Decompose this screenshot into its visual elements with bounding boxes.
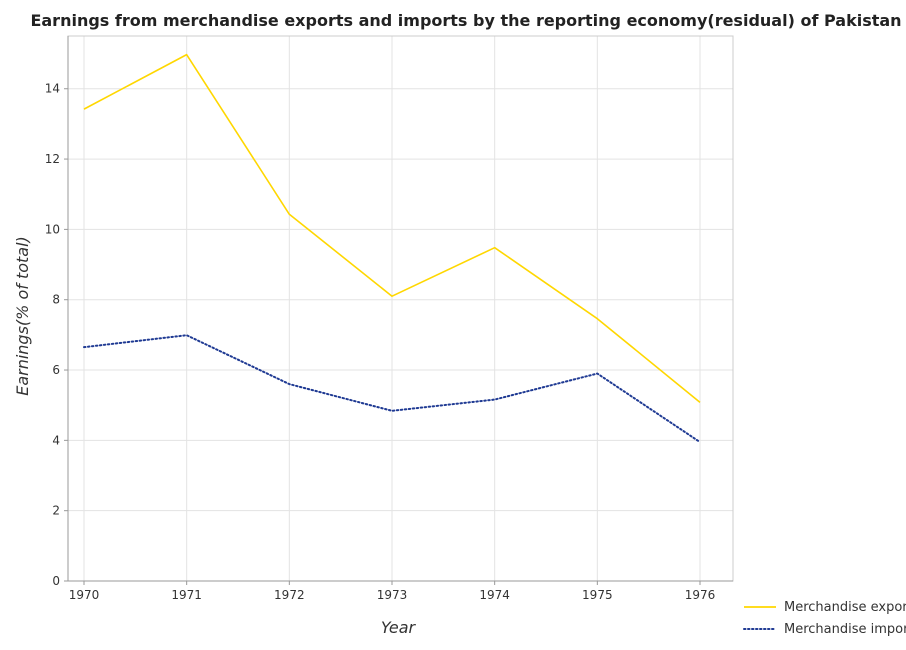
y-tick-label: 4	[52, 433, 60, 447]
x-axis: 1970 1971 1972 1973 1974 1975 1976	[68, 580, 733, 602]
y-tick-label: 6	[52, 363, 60, 377]
legend-label: Merchandise exports	[784, 600, 906, 615]
y-axis: 0 2 4 6 8 10 12 14	[45, 36, 69, 588]
x-axis-label: Year	[381, 618, 417, 637]
grid	[68, 36, 733, 582]
x-tick-label: 1973	[377, 588, 408, 602]
x-tick-label: 1972	[274, 588, 305, 602]
y-tick-label: 14	[45, 82, 60, 96]
chart-title: Earnings from merchandise exports and im…	[30, 11, 901, 30]
legend-label: Merchandise imports	[784, 622, 906, 637]
series-group	[83, 53, 701, 444]
x-tick-label: 1976	[685, 588, 716, 602]
x-tick-label: 1974	[479, 588, 510, 602]
legend: Merchandise exports Merchandise imports	[743, 600, 906, 637]
y-tick-label: 0	[52, 574, 60, 588]
plot-area	[67, 35, 734, 582]
x-tick-label: 1975	[582, 588, 613, 602]
y-tick-label: 8	[52, 293, 60, 307]
y-tick-label: 12	[45, 152, 60, 166]
x-tick-label: 1971	[171, 588, 202, 602]
y-tick-label: 10	[45, 222, 60, 236]
y-axis-label: Earnings(% of total)	[13, 236, 32, 396]
x-tick-label: 1970	[69, 588, 100, 602]
y-tick-label: 2	[52, 504, 60, 518]
